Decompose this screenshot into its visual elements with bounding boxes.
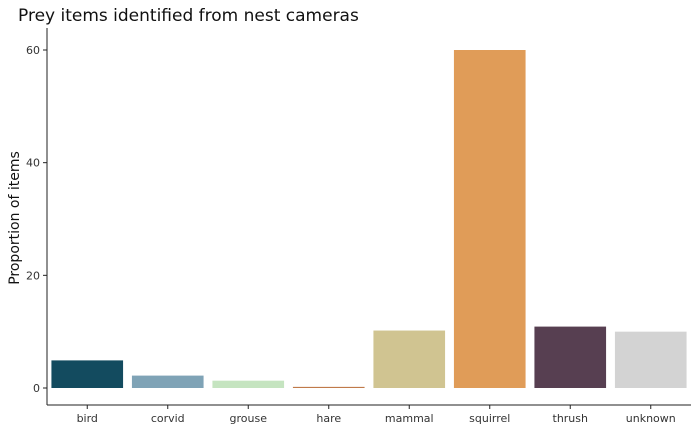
x-tick-label: hare (316, 412, 341, 425)
y-tick-label: 60 (26, 44, 40, 57)
x-tick-label: bird (77, 412, 98, 425)
bar-thrush (534, 326, 607, 388)
y-tick-label: 40 (26, 157, 40, 170)
x-tick-label: unknown (626, 412, 676, 425)
x-tick-label: thrush (553, 412, 589, 425)
x-tick-label: corvid (151, 412, 185, 425)
bar-squirrel (453, 50, 526, 388)
y-tick-label: 0 (33, 382, 40, 395)
bar-unknown (614, 331, 687, 388)
x-tick-label: grouse (230, 412, 268, 425)
bar-corvid (131, 375, 204, 388)
chart-title: Prey items identified from nest cameras (18, 6, 359, 26)
y-tick-label: 20 (26, 269, 40, 282)
x-tick-label: squirrel (469, 412, 510, 425)
bar-bird (51, 360, 124, 388)
x-tick-label: mammal (385, 412, 434, 425)
bar-hare (292, 386, 365, 388)
bar-grouse (212, 380, 285, 388)
bar-mammal (373, 330, 446, 388)
